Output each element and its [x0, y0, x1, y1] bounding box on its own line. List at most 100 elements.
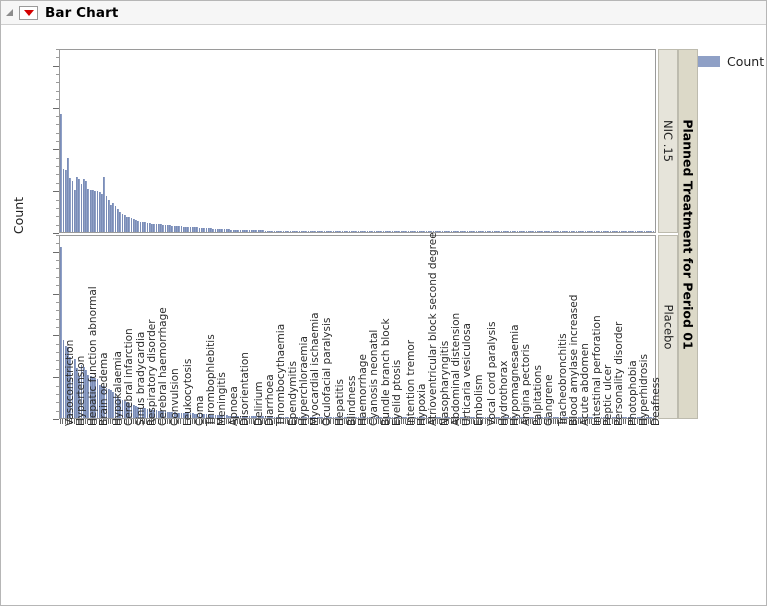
bar[interactable] [126, 216, 128, 232]
bar[interactable] [291, 231, 294, 232]
bar[interactable] [282, 231, 285, 232]
bar[interactable] [432, 231, 435, 232]
bar[interactable] [348, 417, 351, 418]
bar[interactable] [153, 410, 156, 418]
red-triangle-menu-icon[interactable] [19, 5, 38, 20]
bar[interactable] [323, 417, 326, 418]
bar[interactable] [321, 231, 324, 232]
bar[interactable] [235, 229, 237, 232]
bar[interactable] [110, 205, 112, 232]
bar[interactable] [371, 417, 373, 418]
bar[interactable] [364, 417, 367, 418]
bar[interactable] [300, 417, 303, 418]
bar[interactable] [636, 417, 639, 418]
bar[interactable] [632, 417, 635, 418]
bar[interactable] [493, 417, 496, 418]
bar[interactable] [530, 231, 532, 232]
bar[interactable] [507, 417, 510, 418]
bar[interactable] [362, 231, 364, 232]
bar[interactable] [500, 417, 503, 418]
bar[interactable] [536, 417, 539, 418]
bar[interactable] [160, 224, 162, 232]
bar[interactable] [625, 231, 628, 232]
bar[interactable] [602, 231, 605, 232]
bar[interactable] [328, 417, 330, 418]
bar[interactable] [546, 231, 548, 232]
bar[interactable] [500, 231, 503, 232]
bar[interactable] [180, 412, 183, 418]
bar[interactable] [96, 379, 99, 418]
bar[interactable] [180, 226, 183, 232]
bar[interactable] [307, 417, 310, 418]
bar[interactable] [641, 417, 644, 418]
bar[interactable] [294, 417, 296, 418]
bar[interactable] [210, 414, 212, 418]
bar[interactable] [473, 231, 476, 232]
bar[interactable] [69, 356, 72, 418]
bar[interactable] [582, 417, 585, 418]
bar[interactable] [205, 414, 208, 418]
bar[interactable] [246, 229, 249, 232]
bar[interactable] [620, 231, 623, 232]
bar[interactable] [121, 400, 124, 418]
bar[interactable] [141, 221, 144, 232]
bar[interactable] [652, 231, 655, 232]
bar[interactable] [568, 417, 571, 418]
bar[interactable] [128, 402, 131, 418]
bar[interactable] [309, 417, 312, 418]
bar[interactable] [248, 229, 251, 232]
bar[interactable] [382, 231, 385, 232]
bar[interactable] [446, 231, 448, 232]
bar[interactable] [314, 417, 317, 418]
bar[interactable] [400, 417, 403, 418]
bar[interactable] [366, 231, 369, 232]
bar[interactable] [232, 415, 235, 418]
bar[interactable] [525, 231, 528, 232]
bar[interactable] [130, 403, 133, 418]
bar[interactable] [96, 191, 99, 232]
bar[interactable] [78, 376, 81, 418]
bar[interactable] [509, 231, 512, 232]
bar[interactable] [391, 231, 394, 232]
bar[interactable] [459, 231, 462, 232]
bar[interactable] [221, 415, 224, 418]
bar[interactable] [468, 417, 471, 418]
bar[interactable] [78, 179, 81, 232]
bar[interactable] [260, 416, 262, 418]
bar[interactable] [203, 414, 206, 418]
bar[interactable] [300, 231, 303, 232]
bar[interactable] [405, 231, 408, 232]
bar[interactable] [620, 417, 623, 418]
bar[interactable] [85, 369, 87, 418]
bar[interactable] [534, 231, 537, 232]
bar[interactable] [362, 417, 364, 418]
bar[interactable] [341, 417, 344, 418]
bar[interactable] [496, 231, 498, 232]
bar[interactable] [609, 417, 612, 418]
bar[interactable] [427, 417, 430, 418]
bar[interactable] [126, 402, 128, 418]
bar[interactable] [107, 199, 110, 232]
bar[interactable] [491, 231, 494, 232]
bar[interactable] [271, 230, 274, 232]
bar[interactable] [355, 231, 358, 232]
bar[interactable] [359, 417, 362, 418]
bar[interactable] [346, 417, 349, 418]
bar[interactable] [407, 417, 410, 418]
bar[interactable] [475, 231, 478, 232]
bar[interactable] [214, 228, 217, 232]
bar[interactable] [527, 231, 530, 232]
bar[interactable] [580, 231, 582, 232]
bar[interactable] [101, 193, 103, 232]
bar[interactable] [212, 228, 215, 232]
bar[interactable] [157, 224, 160, 232]
bar[interactable] [443, 417, 446, 418]
bar[interactable] [416, 417, 419, 418]
bar[interactable] [121, 214, 124, 232]
bar[interactable] [457, 231, 460, 232]
bar[interactable] [555, 231, 557, 232]
bar[interactable] [284, 417, 287, 418]
bar[interactable] [162, 411, 165, 418]
bar[interactable] [107, 388, 110, 418]
bar[interactable] [116, 209, 119, 232]
